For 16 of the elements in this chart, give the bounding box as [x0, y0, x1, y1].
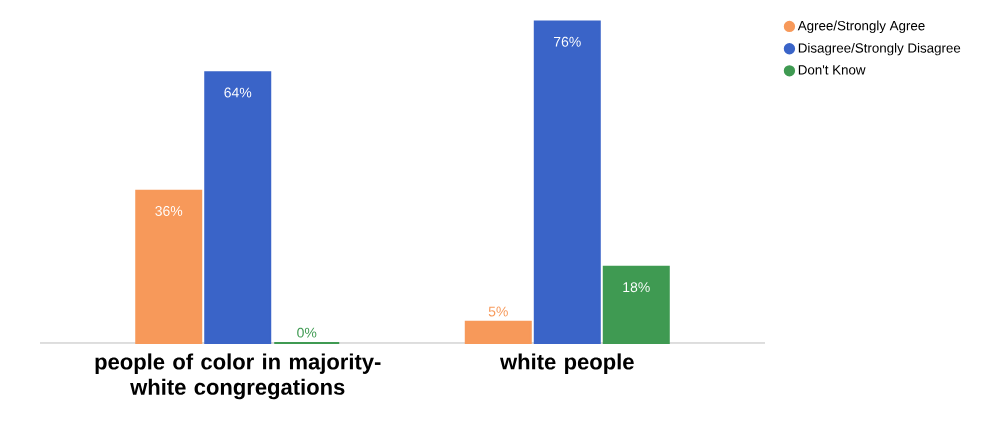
x-tick-label: people of color in majority-white congregations: [95, 353, 381, 400]
bar: [464, 320, 532, 344]
data-label: 64%: [224, 87, 252, 98]
data-label: 0%: [297, 327, 317, 338]
x-tick-label: white people: [499, 353, 634, 374]
data-label: 76%: [553, 36, 581, 47]
legend-label: Don't Know: [798, 65, 866, 75]
data-label: 36%: [155, 206, 183, 216]
bar: [602, 265, 670, 344]
bar: [533, 20, 601, 344]
bar: [135, 189, 203, 344]
data-label: 5%: [488, 306, 508, 317]
legend-label: Agree/Strongly Agree: [797, 20, 925, 34]
bar: [204, 71, 272, 344]
legend-label: Disagree/Strongly Disagree: [798, 42, 961, 56]
data-label: 18%: [623, 282, 650, 293]
